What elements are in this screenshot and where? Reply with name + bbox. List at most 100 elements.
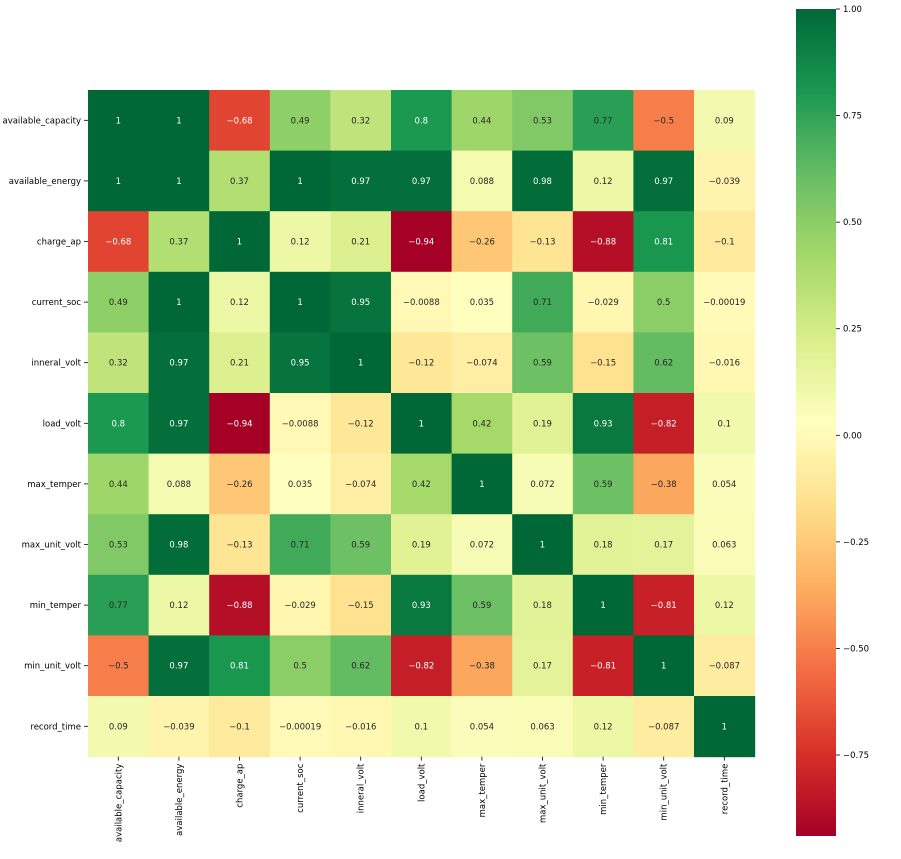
cell-value-label: −0.94 [408, 238, 434, 248]
y-tick-label: load_volt [43, 419, 82, 429]
x-tick-label: available_energy [175, 764, 185, 836]
heatmap-cell [391, 393, 453, 455]
heatmap-cell [391, 150, 453, 212]
heatmap-cell [330, 150, 392, 212]
cell-value-label: 1 [419, 419, 424, 429]
heatmap-cell [451, 271, 513, 333]
y-tick-label: min_unit_volt [24, 662, 82, 672]
cell-value-label: 0.44 [109, 480, 128, 490]
heatmap-cell [572, 211, 634, 273]
heatmap-cell [391, 696, 453, 758]
cell-value-label: 1 [722, 722, 727, 732]
heatmap-cell [572, 635, 634, 697]
cell-value-label: 0.063 [712, 541, 736, 551]
heatmap-cell [209, 211, 271, 273]
heatmap-cell [451, 453, 513, 515]
heatmap-cell [451, 696, 513, 758]
cell-value-label: 0.77 [109, 601, 128, 611]
heatmap-cell [330, 90, 392, 152]
colorbar-tick-label: 0.00 [843, 431, 862, 441]
cell-value-label: 1 [176, 116, 181, 126]
cell-value-label: 0.97 [169, 359, 188, 369]
colorbar: 1.00 0.75 0.50 0.25 0.00 −0.25 −0.50 −0.75 [796, 5, 869, 836]
heatmap-cell [633, 211, 695, 273]
heatmap-cell [572, 696, 634, 758]
heatmap-cell [148, 574, 210, 636]
heatmap-cell [633, 393, 695, 455]
cell-value-label: 0.035 [288, 480, 312, 490]
cell-value-label: −0.12 [408, 359, 434, 369]
heatmap-cell [88, 271, 150, 333]
colorbar-tick-label: −0.25 [843, 538, 869, 548]
heatmap-cell [269, 635, 331, 697]
heatmap-cell [451, 150, 513, 212]
heatmap-cell [694, 211, 756, 273]
cell-value-label: 1 [116, 116, 121, 126]
heatmap-cell [451, 211, 513, 273]
heatmap-cell [451, 514, 513, 576]
heatmap-cell [391, 211, 453, 273]
cell-value-label: 1 [116, 177, 121, 187]
heatmap-cell [269, 514, 331, 576]
heatmap-cell [694, 635, 756, 697]
cell-value-label: 1 [237, 238, 242, 248]
colorbar-tick-label: 0.25 [843, 325, 862, 335]
cell-value-label: −0.074 [345, 480, 376, 490]
heatmap-cell [88, 696, 150, 758]
heatmap-cell [148, 514, 210, 576]
heatmap-grid: 1 1 −0.68 0.49 0.32 0.8 0.44 0.53 0.77 −0.5 0.09 1 1… [88, 90, 756, 758]
y-tick-label: inneral_volt [31, 359, 81, 369]
heatmap-cell [209, 150, 271, 212]
colorbar-tick-label: 1.00 [843, 5, 862, 15]
cell-value-label: −0.016 [345, 722, 376, 732]
cell-value-label: −0.5 [108, 662, 129, 672]
heatmap-cell [330, 271, 392, 333]
x-tick-label: min_unit_volt [660, 763, 670, 821]
y-tick-label: charge_ap [37, 238, 81, 248]
cell-value-label: 0.21 [230, 359, 249, 369]
cell-value-label: 0.37 [230, 177, 249, 187]
colorbar-tick-label: −0.75 [843, 751, 869, 761]
heatmap-cell [572, 150, 634, 212]
heatmap-cell [391, 574, 453, 636]
cell-value-label: −0.26 [469, 238, 495, 248]
x-tick-label: inneral_volt [357, 763, 367, 813]
heatmap-cell [512, 211, 574, 273]
x-tick-label: charge_ap [236, 764, 246, 808]
heatmap-cell [391, 453, 453, 515]
cell-value-label: 0.53 [109, 541, 128, 551]
cell-value-label: 0.8 [415, 116, 429, 126]
heatmap-cell [694, 150, 756, 212]
heatmap-cell [209, 393, 271, 455]
cell-value-label: 0.21 [351, 238, 370, 248]
heatmap-cell [330, 635, 392, 697]
cell-value-label: −0.12 [348, 419, 374, 429]
heatmap-cell [694, 696, 756, 758]
heatmap-cell [269, 574, 331, 636]
heatmap-cell [330, 332, 392, 394]
heatmap-cell [633, 90, 695, 152]
cell-value-label: 0.49 [291, 116, 310, 126]
heatmap-cell [391, 514, 453, 576]
cell-value-label: −0.94 [226, 419, 252, 429]
cell-value-label: 0.09 [715, 116, 734, 126]
heatmap-cell [330, 514, 392, 576]
cell-value-label: −0.00019 [279, 722, 321, 732]
heatmap-cell [572, 574, 634, 636]
heatmap-cell [694, 574, 756, 636]
heatmap-cell [88, 635, 150, 697]
cell-value-label: 0.32 [351, 116, 370, 126]
cell-value-label: −0.1 [229, 722, 250, 732]
heatmap-cell [209, 90, 271, 152]
heatmap-cell [209, 696, 271, 758]
cell-value-label: −0.81 [590, 662, 616, 672]
heatmap-cell [451, 90, 513, 152]
cell-value-label: −0.029 [284, 601, 315, 611]
x-tick-label: available_capacity [114, 764, 124, 843]
colorbar-gradient [796, 9, 836, 836]
cell-value-label: 0.5 [293, 662, 307, 672]
cell-value-label: −0.38 [469, 662, 495, 672]
heatmap-cell [633, 696, 695, 758]
cell-value-label: −0.13 [529, 238, 555, 248]
x-axis-ticks: available_capacity available_energy charge… [114, 756, 730, 843]
